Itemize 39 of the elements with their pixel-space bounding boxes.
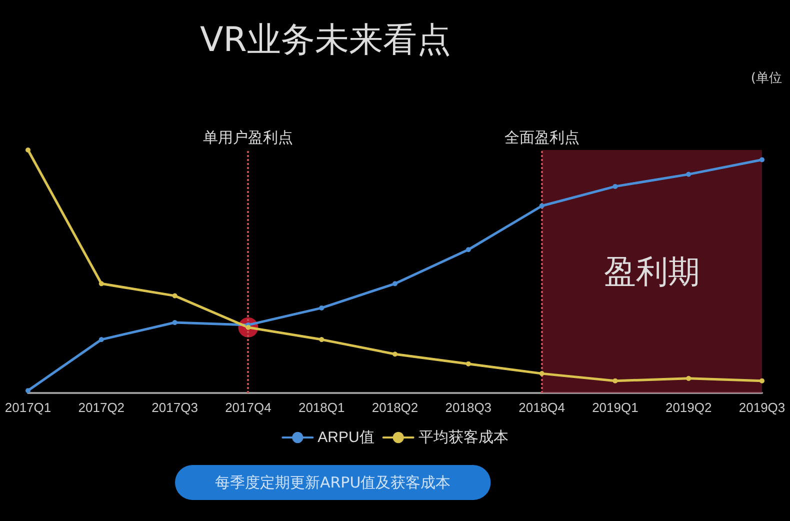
point — [392, 281, 398, 286]
x-tick-label: 2019Q1 — [592, 400, 638, 415]
point — [760, 157, 764, 162]
x-tick-label: 2019Q2 — [665, 400, 712, 415]
x-tick-label: 2018Q1 — [298, 400, 345, 415]
point — [760, 378, 764, 384]
x-tick-label: 2019Q3 — [738, 400, 786, 415]
x-tick-label: 2017Q1 — [4, 400, 52, 415]
x-tick-label: 2017Q2 — [78, 400, 125, 415]
point — [539, 371, 544, 376]
point — [319, 337, 324, 342]
point — [26, 388, 30, 394]
point — [466, 361, 471, 366]
x-tick-label: 2018Q2 — [372, 400, 418, 415]
point — [686, 172, 692, 177]
band-label: 盈利期 — [604, 252, 700, 290]
legend-label: 平均获客成本 — [418, 429, 508, 446]
ref-line-label: 单用户盈利点 — [203, 128, 294, 146]
x-tick-label: 2017Q3 — [152, 400, 198, 415]
ref-line-label: 全面盈利点 — [504, 128, 580, 146]
point — [98, 281, 104, 286]
point — [172, 293, 178, 298]
point — [612, 378, 618, 384]
point — [319, 305, 324, 310]
point — [466, 247, 471, 252]
x-tick-label: 2018Q3 — [445, 400, 492, 415]
text: (单位 — [750, 71, 782, 86]
point — [98, 337, 104, 342]
point — [26, 148, 30, 152]
legend-label: ARPU值 — [318, 429, 374, 446]
point — [539, 203, 544, 208]
chart-title: VR业务未来看点 — [200, 20, 451, 60]
x-tick-label: 2017Q4 — [225, 400, 272, 415]
x-tick-label: 2018Q4 — [518, 400, 565, 415]
point — [612, 184, 618, 189]
point — [172, 320, 178, 326]
point — [392, 352, 398, 357]
text: 每季度定期更新ARPU值及获客成本 — [215, 474, 451, 492]
point — [686, 376, 692, 381]
